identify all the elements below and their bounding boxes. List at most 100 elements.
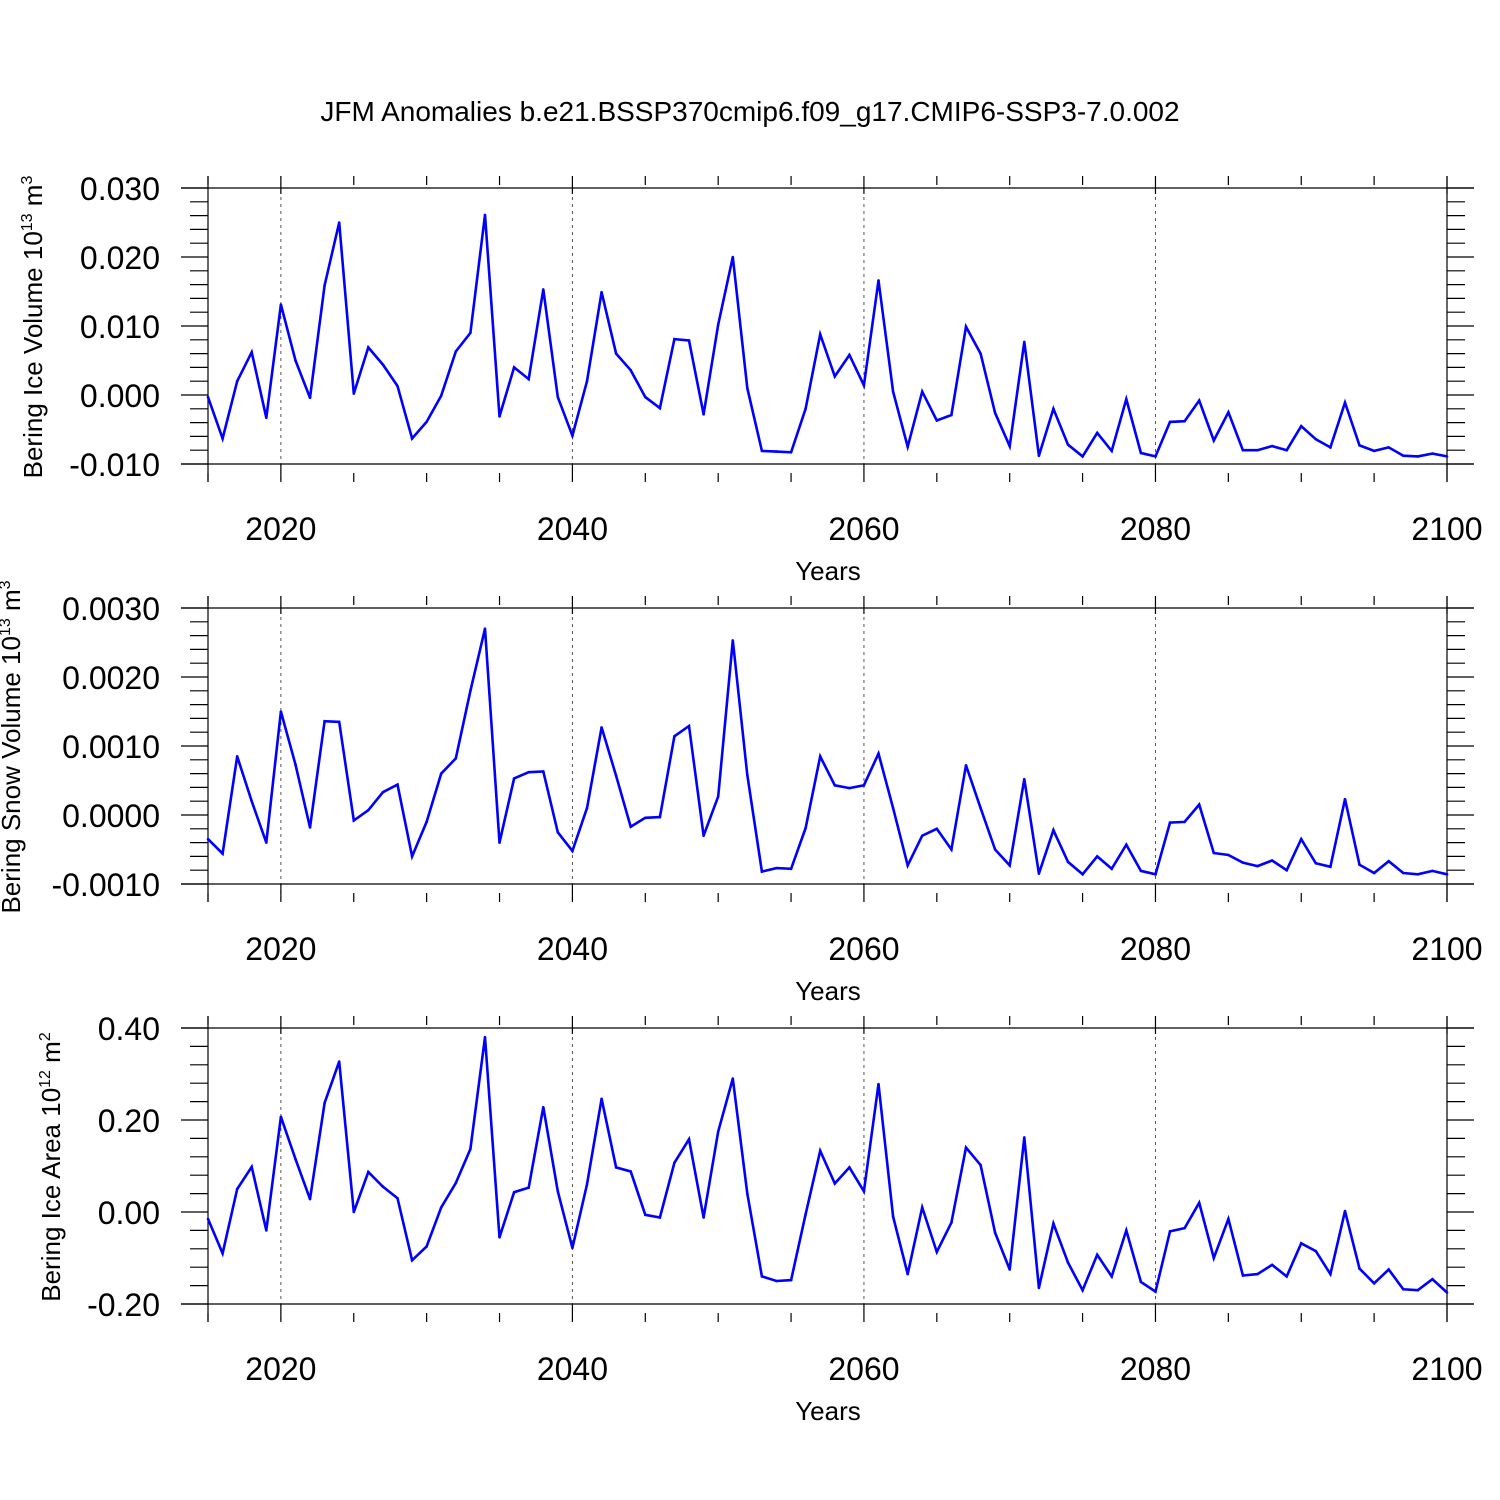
data-point: [600, 1097, 603, 1101]
data-point: [1445, 873, 1449, 876]
data-point: [673, 337, 676, 341]
data-point: [1314, 862, 1318, 865]
data-point: [1299, 837, 1303, 841]
data-point: [891, 1215, 895, 1218]
data-point: [1256, 448, 1259, 452]
data-point: [993, 411, 997, 415]
data-point: [381, 790, 385, 794]
y-tick-label: 0.0020: [62, 660, 160, 696]
data-point: [1183, 419, 1186, 423]
data-point: [410, 1259, 414, 1262]
data-point: [818, 332, 822, 336]
data-point: [556, 830, 560, 834]
data-point: [367, 1170, 370, 1174]
data-point: [1183, 820, 1186, 824]
data-point: [891, 806, 895, 810]
data-point: [571, 849, 574, 853]
data-point: [541, 1105, 545, 1109]
data-point: [1110, 449, 1114, 453]
data-point: [1343, 797, 1347, 801]
data-point: [629, 368, 633, 372]
data-point: [439, 772, 443, 775]
data-point: [571, 434, 574, 438]
data-point: [498, 415, 501, 418]
data-point: [527, 377, 530, 381]
x-tick-label: 2040: [537, 511, 608, 547]
y-tick-label: 0.030: [80, 171, 160, 207]
data-point: [221, 437, 224, 440]
data-point: [906, 445, 909, 449]
data-point: [1183, 1226, 1186, 1230]
x-tick-label: 2040: [537, 1351, 608, 1387]
data-point: [673, 1161, 676, 1165]
x-tick-label: 2020: [245, 1351, 316, 1387]
data-point: [1008, 1268, 1012, 1271]
data-point: [1154, 873, 1157, 876]
data-point: [1110, 1275, 1114, 1278]
data-point: [1299, 424, 1303, 428]
data-point: [1329, 865, 1332, 869]
data-point: [629, 1170, 633, 1173]
data-point: [614, 774, 618, 777]
data-point: [804, 826, 807, 830]
y-tick-label: -0.20: [87, 1287, 160, 1323]
data-point: [323, 1101, 326, 1105]
x-axis-label: Years: [795, 1396, 861, 1426]
data-point: [731, 1077, 735, 1080]
data-point: [454, 350, 458, 353]
data-point: [731, 255, 735, 259]
data-point: [950, 848, 953, 851]
data-point: [265, 1229, 268, 1232]
data-point: [541, 770, 545, 773]
data-point: [993, 1231, 997, 1234]
data-point: [1095, 1253, 1099, 1257]
data-point: [1445, 1291, 1449, 1294]
data-point: [1358, 863, 1361, 866]
data-point: [527, 1186, 530, 1189]
x-axis-label: Years: [795, 976, 861, 1006]
y-tick-label: 0.010: [80, 309, 160, 345]
data-point: [352, 392, 356, 395]
data-point: [585, 379, 589, 383]
data-point: [643, 816, 647, 820]
data-point: [206, 837, 210, 841]
data-point: [1095, 431, 1099, 435]
data-point: [979, 352, 982, 355]
data-point: [1081, 1288, 1084, 1292]
data-point: [1431, 869, 1434, 873]
data-point: [454, 1181, 458, 1185]
data-point: [702, 834, 705, 837]
y-tick-label: -0.010: [69, 447, 160, 483]
data-point: [1314, 437, 1318, 441]
data-point: [789, 450, 793, 454]
data-point: [1139, 869, 1143, 873]
data-point: [964, 1146, 968, 1149]
x-tick-label: 2080: [1120, 511, 1191, 547]
data-point: [1008, 864, 1012, 867]
data-point: [1110, 867, 1114, 871]
data-point: [425, 1245, 428, 1248]
data-point: [760, 449, 764, 453]
data-point: [250, 799, 254, 803]
x-tick-label: 2080: [1120, 931, 1191, 967]
data-point: [964, 764, 968, 767]
data-point: [352, 819, 356, 822]
data-point: [1037, 1286, 1041, 1290]
data-point: [746, 386, 749, 390]
data-point: [1066, 443, 1070, 446]
data-point: [556, 1190, 560, 1193]
data-point: [877, 1082, 880, 1086]
x-tick-label: 2060: [828, 931, 899, 967]
data-point: [352, 1210, 356, 1214]
data-point: [1329, 446, 1332, 449]
data-point: [1387, 446, 1390, 449]
data-point: [367, 346, 370, 349]
data-point: [279, 710, 283, 713]
y-tick-label: -0.0010: [51, 867, 160, 903]
data-point: [279, 303, 283, 306]
data-point: [833, 1182, 837, 1185]
data-point: [206, 395, 210, 399]
data-point: [381, 363, 385, 366]
data-point: [1168, 1230, 1172, 1233]
data-point: [1008, 444, 1012, 448]
